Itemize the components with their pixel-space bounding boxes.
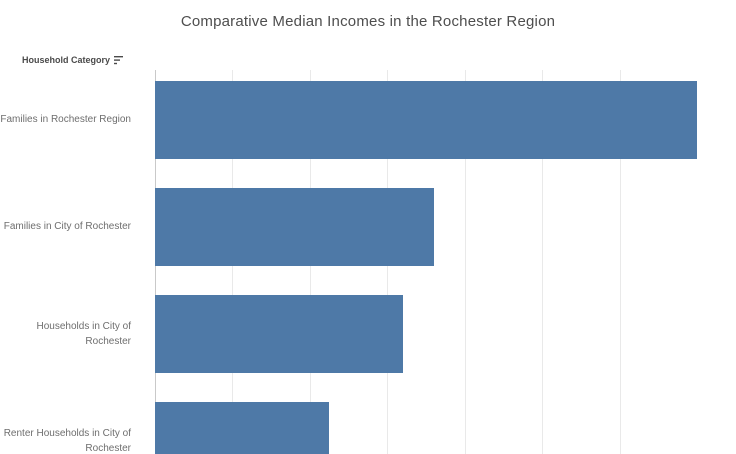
sort-icon[interactable] [114,55,124,65]
table-row: Renter Households in City of Rochester [0,391,736,454]
category-label[interactable]: Renter Households in City of Rochester [3,427,131,454]
gridline [542,70,544,454]
bar-area [155,177,736,284]
gridline [464,70,466,454]
bar-area [155,70,736,177]
bar-area [155,391,736,454]
chart-title: Comparative Median Incomes in the Roches… [180,13,556,30]
category-field-label: Household Category [22,55,111,65]
table-row: Families in City of Rochester [0,177,736,284]
category-label[interactable]: Families in Rochester Region [0,114,131,126]
gridline [619,70,621,454]
bar[interactable] [155,402,330,454]
plot-rows: Families in Rochester Region Families in … [0,70,736,454]
category-label[interactable]: Households in City of Rochester [36,320,132,348]
bar[interactable] [155,188,434,266]
bar[interactable] [155,295,403,373]
category-label[interactable]: Families in City of Rochester [3,221,131,233]
bar-area [155,284,736,391]
bar[interactable] [155,81,698,159]
table-row: Families in Rochester Region [0,70,736,177]
table-row: Households in City of Rochester [0,284,736,391]
category-field-header[interactable]: Household Category [22,55,124,65]
